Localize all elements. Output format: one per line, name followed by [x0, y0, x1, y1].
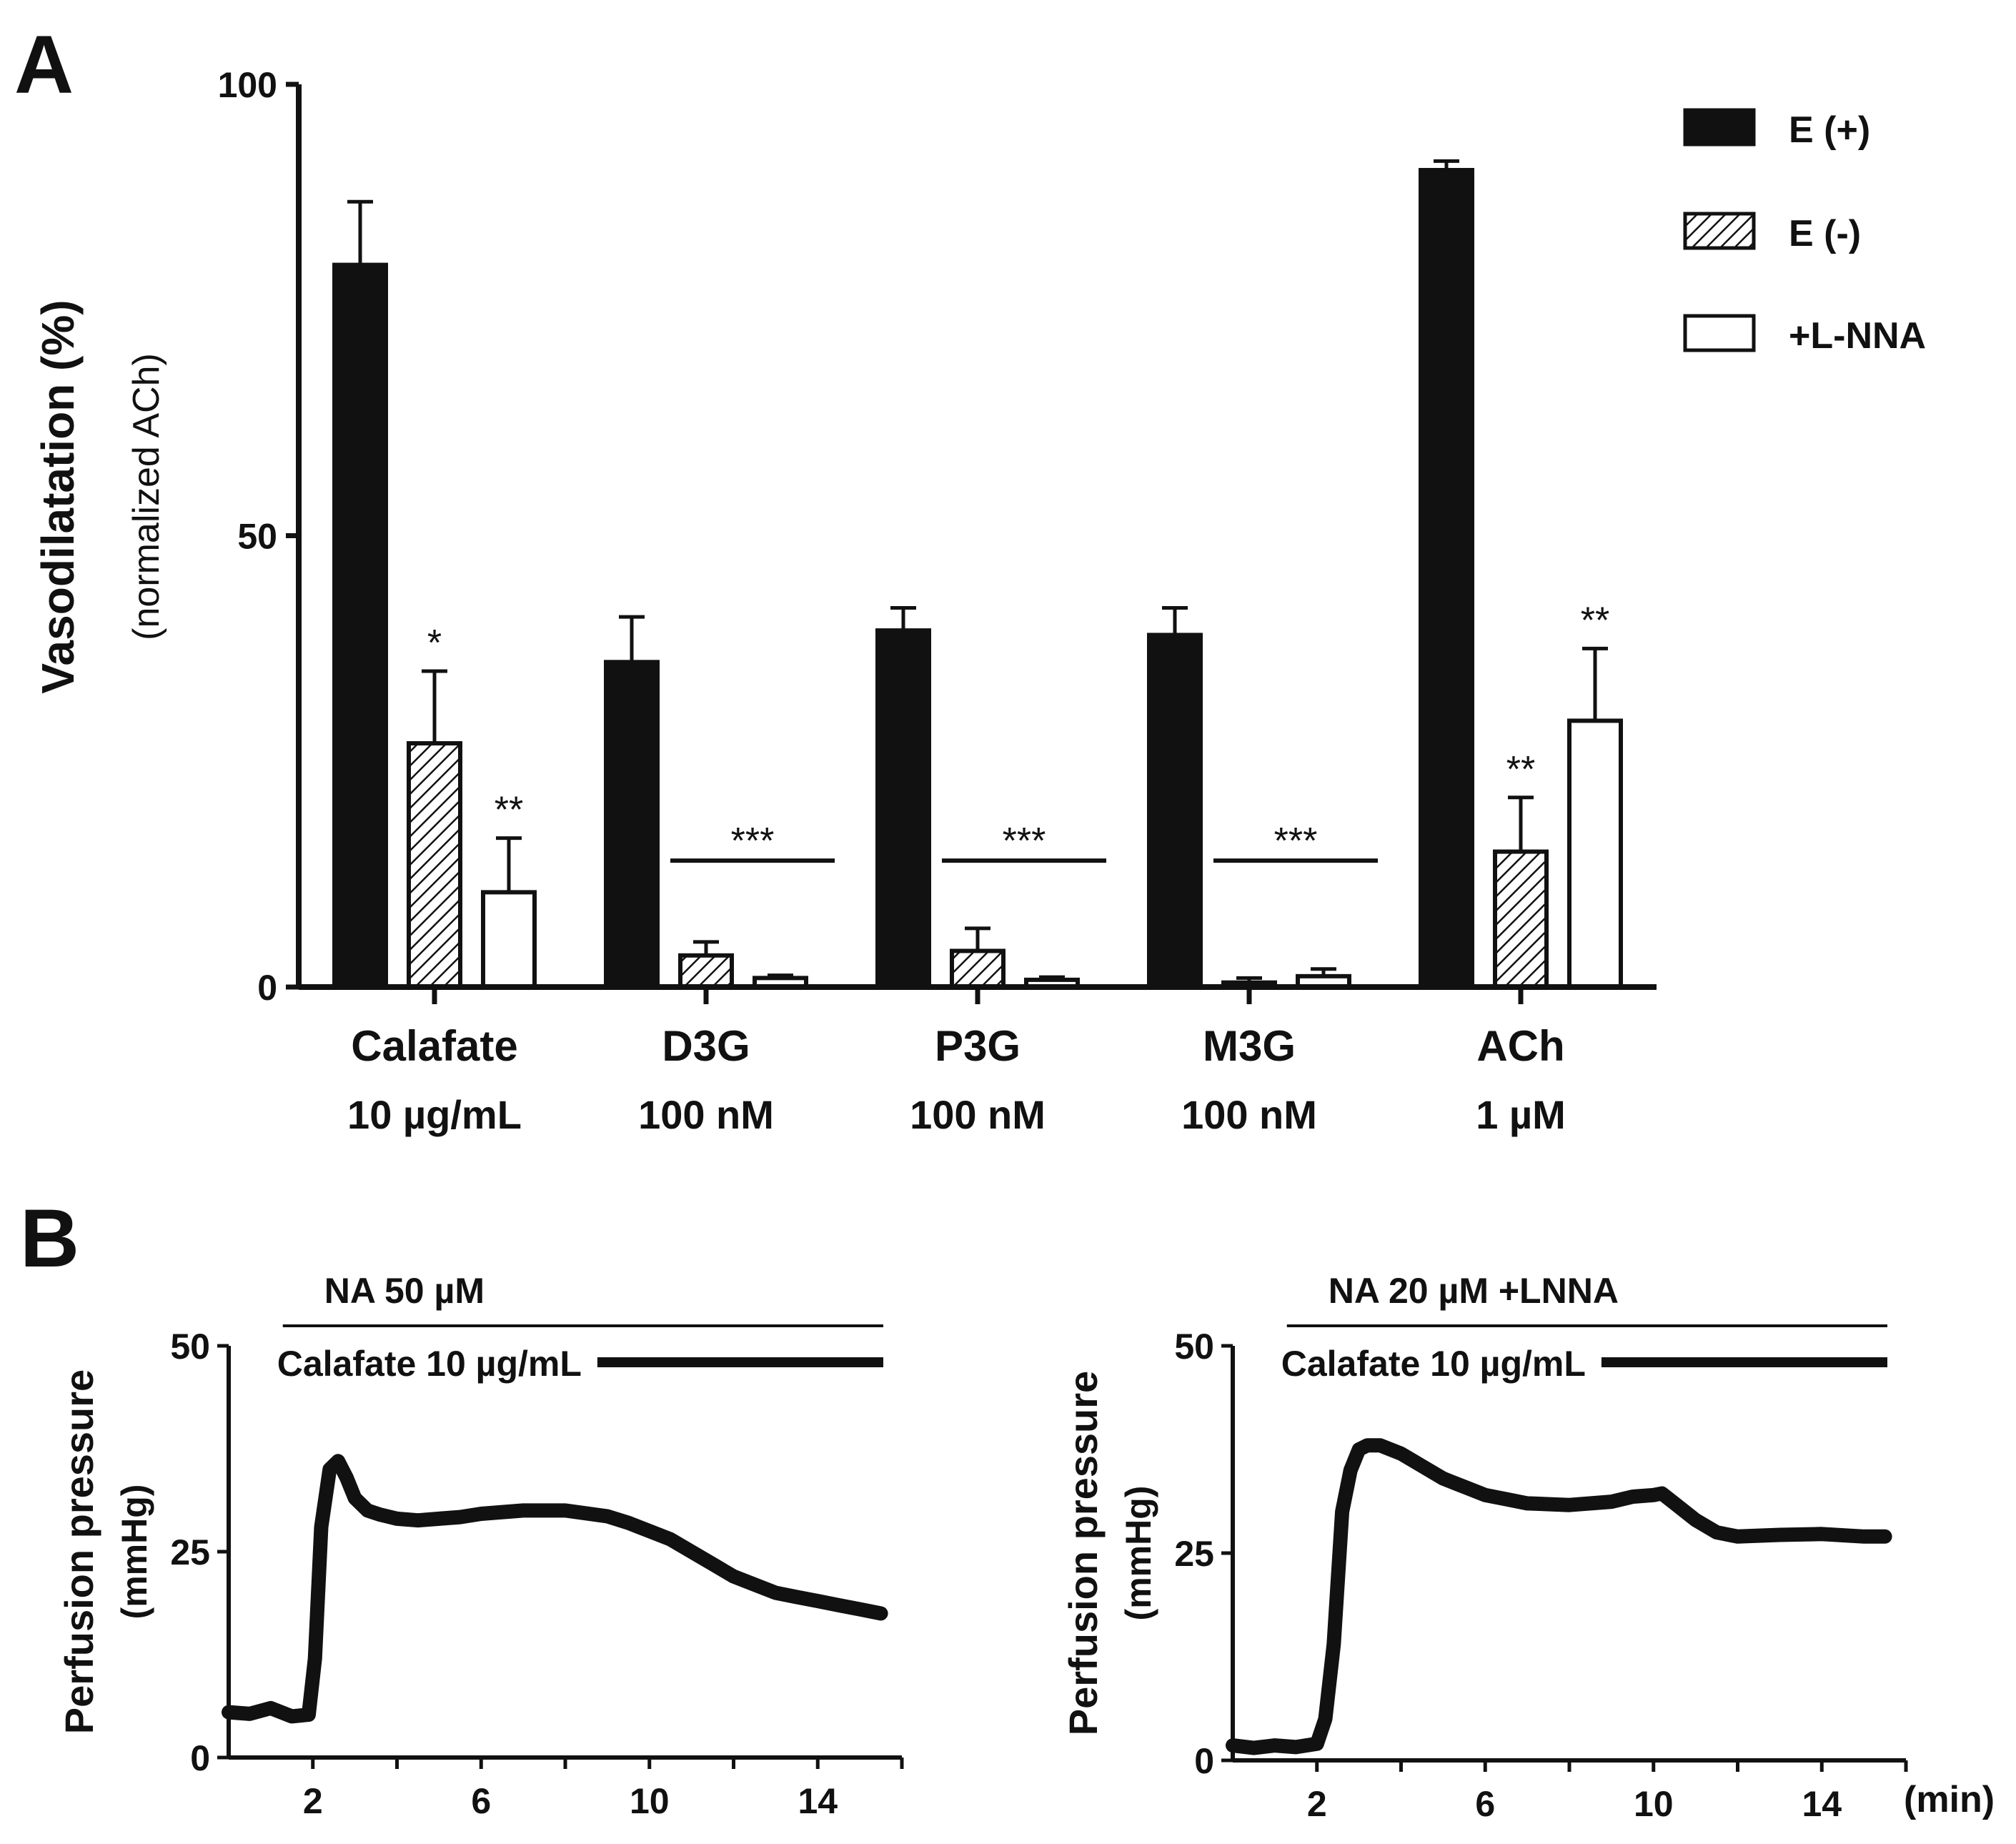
time-unit-label: (min)	[1904, 1779, 1995, 1820]
y-tick-label: 50	[237, 517, 277, 557]
y-axis-title: Perfusion pressure	[1061, 1371, 1106, 1735]
panel-b-left-trace: 0 25 50 2 6 10 14 Perfusion pressure (mmHg) NA 50…	[56, 1271, 904, 1821]
bar	[678, 953, 734, 990]
y-tick-label: 0	[1194, 1741, 1214, 1781]
legend-swatch	[1683, 212, 1756, 250]
bar	[1493, 849, 1549, 990]
x-tick-label: 6	[471, 1781, 491, 1821]
legend-label: E (+)	[1789, 109, 1870, 151]
bar	[1147, 633, 1203, 989]
x-tick-label: 6	[1475, 1784, 1495, 1824]
significance-marker: **	[1581, 600, 1609, 641]
significance-marker: ***	[1274, 821, 1318, 862]
significance-marker: ***	[731, 821, 775, 862]
x-tick-label: 2	[303, 1781, 323, 1821]
bar	[1567, 718, 1623, 989]
legend-label: +L-NNA	[1789, 315, 1926, 357]
treatment-label: NA 20 µM +LNNA	[1329, 1271, 1619, 1311]
bar	[1419, 167, 1474, 990]
x-tick-label: 10	[630, 1781, 670, 1821]
y-tick-label: 0	[190, 1738, 210, 1778]
significance-marker: ***	[1003, 821, 1046, 862]
pressure-trace	[1226, 1438, 1892, 1755]
bar	[604, 660, 660, 989]
x-axis: Calafate 10 µg/mL D3G 100 nM P3G 100 nM M3G 100…	[299, 984, 1657, 1137]
treatment-label: Calafate 10 µg/mL	[277, 1344, 582, 1384]
y-axis-title: Perfusion pressure	[56, 1369, 101, 1734]
y-axis-subtitle: (mmHg)	[114, 1484, 154, 1620]
y-axis-subtitle: (normalized ACh)	[126, 353, 167, 640]
bars: ****** *** *******	[332, 159, 1623, 990]
y-axis: 0 50 100	[218, 65, 302, 1008]
bar	[332, 262, 388, 990]
y-axis-subtitle: (mmHg)	[1118, 1486, 1158, 1621]
y-tick-label: 100	[218, 65, 277, 105]
legend-label: E (-)	[1789, 213, 1861, 254]
x-tick-label: 2	[1307, 1784, 1327, 1824]
category-dose-label: 100 nM	[1181, 1092, 1317, 1137]
bar	[481, 890, 537, 990]
category-dose-label: 100 nM	[910, 1092, 1046, 1137]
x-tick-label: 10	[1634, 1784, 1674, 1824]
category-dose-label: 1 µM	[1476, 1092, 1566, 1137]
y-tick-label: 50	[170, 1327, 210, 1367]
significance-marker: **	[495, 790, 523, 831]
pressure-trace	[222, 1454, 888, 1724]
bar	[875, 628, 931, 989]
panel-a-bar-chart: 0 50 100 Vasodilatation (%) (normalized AC…	[32, 65, 1926, 1137]
y-tick-label: 25	[1174, 1534, 1214, 1574]
panel-a-letter: A	[14, 19, 74, 111]
panel-b-letter: B	[20, 1193, 79, 1284]
x-tick-label: 14	[798, 1781, 838, 1821]
treatment-label: NA 50 µM	[324, 1271, 485, 1311]
significance-marker: **	[1506, 749, 1535, 790]
category-dose-label: 10 µg/mL	[347, 1092, 522, 1137]
bar	[407, 740, 462, 989]
y-axis-title: Vasodilatation (%)	[32, 299, 84, 693]
category-label: Calafate	[351, 1022, 517, 1070]
legend: E (+) E (-) +L-NNA	[1683, 108, 1926, 357]
treatment-label: Calafate 10 µg/mL	[1281, 1344, 1586, 1384]
bar	[950, 948, 1005, 989]
category-label: D3G	[662, 1022, 750, 1070]
y-tick-label: 25	[170, 1532, 210, 1572]
y-tick-label: 0	[257, 968, 277, 1008]
panel-b-right-trace: 0 25 50 2 6 10 14 Perfusion pressure (mmHg) NA 20…	[1061, 1271, 1908, 1824]
category-label: M3G	[1203, 1022, 1296, 1070]
legend-swatch	[1683, 108, 1756, 147]
category-label: P3G	[935, 1022, 1021, 1070]
category-dose-label: 100 nM	[638, 1092, 774, 1137]
x-tick-label: 14	[1802, 1784, 1842, 1824]
category-label: ACh	[1476, 1022, 1564, 1070]
y-tick-label: 50	[1174, 1327, 1214, 1367]
significance-marker: *	[427, 623, 442, 664]
legend-swatch	[1683, 314, 1756, 352]
